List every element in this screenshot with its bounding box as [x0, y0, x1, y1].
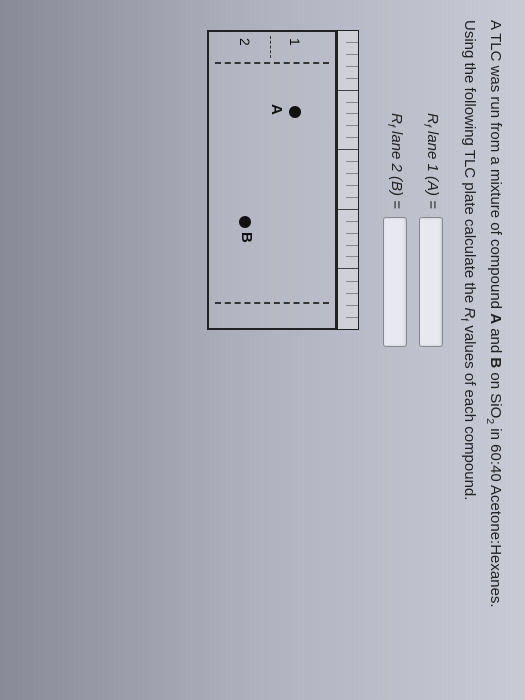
q1-mid: and — [487, 324, 504, 357]
tlc-plate: A B 1 2 — [207, 30, 337, 330]
ruler-cm — [338, 269, 358, 329]
rf-label-a: Rf lane 1 (A) = — [421, 113, 441, 209]
lane-2-label: 2 — [237, 38, 253, 46]
rf-label-b: Rf lane 2 (B) = — [385, 113, 405, 209]
q2-rf: R — [461, 307, 478, 318]
solvent-front-line — [215, 302, 329, 304]
spot-a — [289, 106, 301, 118]
tlc-diagram: A B 1 2 — [207, 30, 359, 680]
q1-post: on SiO — [487, 368, 504, 418]
question-line-2: Using the following TLC plate calculate … — [455, 20, 481, 680]
question-line-1: A TLC was run from a mixture of compound… — [481, 20, 507, 680]
lane-divider — [270, 36, 271, 58]
rf-row-a: Rf lane 1 (A) = — [419, 20, 443, 440]
origin-line — [215, 62, 329, 64]
spot-b — [239, 216, 251, 228]
q2-post: values of each compound. — [461, 321, 478, 500]
q1-boldB: B — [487, 357, 504, 368]
spot-a-label: A — [268, 104, 285, 115]
lane-1-label: 1 — [287, 38, 303, 46]
rf-b-post: lane 2 (B) = — [388, 127, 405, 209]
rf-a-r: R — [424, 113, 441, 124]
rf-input-a[interactable] — [419, 217, 443, 347]
q1-pre: A TLC was run from a mixture of compound — [487, 20, 504, 313]
ruler-cm — [338, 91, 358, 151]
rf-a-post: lane 1 (A) = — [424, 127, 441, 209]
ruler — [337, 30, 359, 330]
q1-end: in 60:40 Acetone:Hexanes. — [487, 424, 504, 607]
screen: A TLC was run from a mixture of compound… — [0, 0, 525, 700]
rf-input-b[interactable] — [383, 217, 407, 347]
rf-row-b: Rf lane 2 (B) = — [383, 20, 407, 440]
ruler-cm — [338, 150, 358, 210]
rf-b-r: R — [388, 113, 405, 124]
ruler-cm — [338, 210, 358, 270]
ruler-cm — [338, 31, 358, 91]
spot-b-label: B — [238, 232, 255, 243]
q1-boldA: A — [487, 313, 504, 324]
q2-pre: Using the following TLC plate calculate … — [461, 20, 478, 307]
